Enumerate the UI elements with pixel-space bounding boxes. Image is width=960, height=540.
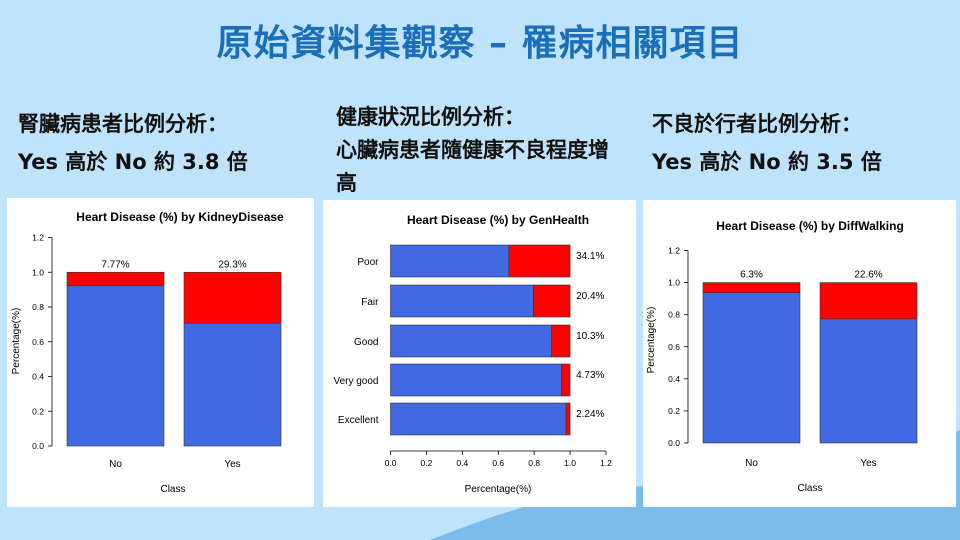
kidney-data-label: 29.3% bbox=[218, 259, 246, 270]
genhealth-bar-disease bbox=[533, 284, 571, 318]
genhealth-category-label: Poor bbox=[357, 257, 379, 268]
genhealth-bar-no-disease bbox=[390, 324, 552, 358]
chart-panel-kidney: Heart Disease (%) by KidneyDisease 0.0 0.2… bbox=[7, 198, 314, 507]
caption-kidney-line2: Yes 高於 No 約 3.8 倍 bbox=[18, 150, 248, 174]
kidney-y-tick-label: 0.2 bbox=[32, 406, 44, 416]
genhealth-x-tick-label: 1.0 bbox=[564, 458, 576, 468]
genhealth-x-axis-label: Percentage(%) bbox=[465, 484, 532, 495]
diffwalking-y-tick-label: 0.4 bbox=[668, 374, 680, 384]
kidney-x-axis-label: Class bbox=[160, 484, 185, 495]
diffwalking-bar-no-disease bbox=[702, 292, 801, 444]
diffwalking-bar-disease bbox=[702, 282, 801, 293]
diffwalking-data-label: 6.3% bbox=[740, 270, 763, 281]
genhealth-x-tick-label: 0.6 bbox=[492, 458, 504, 468]
genhealth-data-label: 4.73% bbox=[576, 370, 604, 381]
genhealth-category-label: Good bbox=[354, 337, 378, 348]
kidney-y-tick-label: 0.0 bbox=[32, 441, 44, 451]
kidney-y-tick-label: 0.4 bbox=[32, 372, 44, 382]
chart-panel-diffwalking: Heart Disease (%) by DiffWalking 0.0 0.2 0.… bbox=[643, 200, 956, 507]
kidney-y-tick-label: 1.2 bbox=[32, 233, 44, 243]
slide-title: 原始資料集觀察 – 罹病相關項目 bbox=[216, 23, 744, 64]
genhealth-data-label: 2.24% bbox=[576, 409, 604, 420]
diffwalking-bar-no-disease bbox=[819, 318, 918, 444]
genhealth-data-label: 10.3% bbox=[576, 331, 604, 342]
genhealth-bar-disease bbox=[565, 402, 571, 436]
genhealth-data-label: 34.1% bbox=[576, 251, 604, 262]
caption-genhealth: 健康狀況比例分析： 心臟病患者隨健康不良程度增高 bbox=[336, 101, 624, 200]
diffwalking-y-tick-label: 0.2 bbox=[668, 406, 680, 416]
genhealth-x-tick-label: 0.2 bbox=[421, 458, 433, 468]
caption-genhealth-line2: 心臟病患者隨健康不良程度增高 bbox=[336, 138, 609, 195]
genhealth-x-tick-label: 1.2 bbox=[600, 458, 612, 468]
kidney-category-label: Yes bbox=[224, 459, 240, 470]
caption-kidney-line1: 腎臟病患者比例分析： bbox=[18, 112, 228, 136]
diffwalking-bar-disease bbox=[819, 282, 918, 320]
genhealth-category-label: Very good bbox=[333, 376, 378, 387]
kidney-y-tick-label: 0.6 bbox=[32, 337, 44, 347]
genhealth-bar-no-disease bbox=[390, 244, 510, 278]
genhealth-category-label: Excellent bbox=[338, 415, 379, 426]
diffwalking-y-tick-label: 1.0 bbox=[668, 278, 680, 288]
kidney-bar-no-disease bbox=[66, 285, 165, 447]
chart-kidney: Heart Disease (%) by KidneyDisease 0.0 0.2… bbox=[11, 210, 284, 495]
kidney-chart-title: Heart Disease (%) by KidneyDisease bbox=[76, 210, 284, 224]
caption-diffwalking-line2: Yes 高於 No 約 3.5 倍 bbox=[652, 150, 882, 174]
genhealth-x-tick-label: 0.8 bbox=[528, 458, 540, 468]
chart-genhealth: Heart Disease (%) by GenHealth 0.0 0.2 0.4 0… bbox=[333, 213, 612, 495]
diffwalking-category-label: Yes bbox=[860, 458, 876, 469]
chart-diffwalking: Heart Disease (%) by DiffWalking 0.0 0.2 0.… bbox=[646, 219, 918, 494]
caption-diffwalking: 不良於行者比例分析： Yes 高於 No 約 3.5 倍 bbox=[652, 105, 882, 181]
genhealth-bar-no-disease bbox=[390, 402, 567, 436]
genhealth-chart-title: Heart Disease (%) by GenHealth bbox=[407, 213, 589, 227]
diffwalking-y-tick-label: 0.8 bbox=[668, 310, 680, 320]
genhealth-bar-disease bbox=[561, 363, 571, 397]
diffwalking-x-axis-label: Class bbox=[797, 483, 822, 494]
diffwalking-y-axis-label: Percentage(%) bbox=[646, 307, 657, 374]
diffwalking-y-tick-label: 0.6 bbox=[668, 342, 680, 352]
diffwalking-chart-title: Heart Disease (%) by DiffWalking bbox=[716, 219, 904, 233]
diffwalking-y-tick-label: 0.0 bbox=[668, 438, 680, 448]
genhealth-x-tick-label: 0.0 bbox=[385, 458, 397, 468]
genhealth-bar-disease bbox=[551, 324, 571, 358]
caption-kidney: 腎臟病患者比例分析： Yes 高於 No 約 3.8 倍 bbox=[18, 105, 248, 181]
diffwalking-y-tick-label: 1.2 bbox=[668, 246, 680, 256]
genhealth-data-label: 20.4% bbox=[576, 291, 604, 302]
diffwalking-data-label: 22.6% bbox=[854, 270, 882, 281]
chart-panel-genhealth: Heart Disease (%) by GenHealth 0.0 0.2 0.4 0… bbox=[323, 200, 636, 507]
genhealth-bar-no-disease bbox=[390, 284, 534, 318]
caption-genhealth-line1: 健康狀況比例分析： bbox=[336, 105, 525, 129]
genhealth-bar-disease bbox=[508, 244, 571, 278]
caption-diffwalking-line1: 不良於行者比例分析： bbox=[652, 112, 862, 136]
kidney-bar-disease bbox=[66, 271, 165, 287]
genhealth-category-label: Fair bbox=[361, 297, 379, 308]
kidney-y-axis-label: Percentage(%) bbox=[11, 308, 22, 375]
kidney-bar-disease bbox=[183, 271, 282, 324]
kidney-y-tick-label: 0.8 bbox=[32, 302, 44, 312]
genhealth-bar-no-disease bbox=[390, 363, 562, 397]
diffwalking-category-label: No bbox=[745, 458, 758, 469]
kidney-y-tick-label: 1.0 bbox=[32, 267, 44, 277]
kidney-bar-no-disease bbox=[183, 322, 282, 447]
kidney-data-label: 7.77% bbox=[101, 259, 129, 270]
kidney-category-label: No bbox=[109, 459, 122, 470]
genhealth-x-tick-label: 0.4 bbox=[456, 458, 468, 468]
